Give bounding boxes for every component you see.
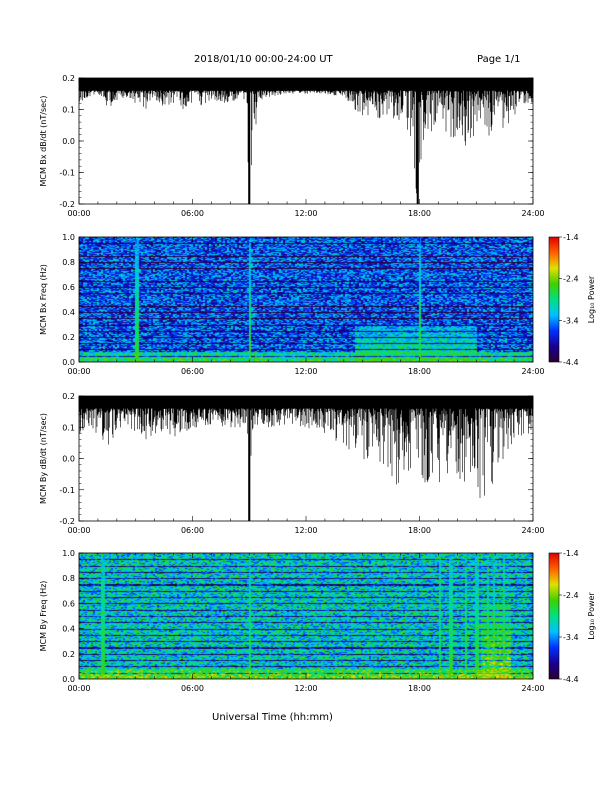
panel-1: 00:00 06:00 12:00 18:00 24:00 0.2 0.1 0.0 -0.1 -0… (39, 74, 545, 218)
x-tick-label: 00:00 (67, 684, 90, 693)
x-tick-label: 00:00 (67, 209, 90, 218)
y-tick-label: 0.2 (62, 650, 75, 659)
y-tick-label: 0.2 (62, 333, 75, 342)
colorbar (548, 236, 560, 363)
y-tick-label: 0.0 (62, 137, 75, 146)
colorbar-tick-label: -1.4 (563, 233, 579, 242)
x-tick-label: 00:00 (67, 526, 90, 535)
colorbar-tick-label: -4.4 (563, 675, 579, 684)
colorbar-tick-label: -3.4 (563, 633, 579, 642)
y-tick-label: 0.1 (62, 423, 75, 432)
y-axis-label: MCM Bx dB/dt (nT/sec) (39, 95, 48, 186)
x-tick-label: 06:00 (181, 684, 204, 693)
y-axis-label: MCM Bx Freq (Hz) (39, 264, 48, 335)
y-tick-label: 0.8 (62, 574, 75, 583)
y-tick-label: 1.0 (62, 549, 75, 558)
y-tick-label: 0.1 (62, 106, 75, 115)
x-tick-label: 06:00 (181, 526, 204, 535)
y-tick-label: 0.6 (62, 283, 75, 292)
colorbar-tick-label: -2.4 (563, 275, 579, 284)
spectrogram-image (79, 553, 533, 679)
y-tick-label: 0.8 (62, 258, 75, 267)
colorbar-tick-label: -3.4 (563, 316, 579, 325)
y-tick-label: 0.0 (62, 675, 75, 684)
x-tick-label: 12:00 (294, 684, 317, 693)
y-tick-label: 0.0 (62, 455, 75, 464)
colorbar-tick-label: -4.4 (563, 358, 579, 367)
y-tick-label: 0.0 (62, 358, 75, 367)
colorbar-label: Log₁₀ Power (587, 592, 596, 640)
y-tick-label: 1.0 (62, 233, 75, 242)
x-tick-label: 18:00 (408, 367, 431, 376)
x-tick-label: 24:00 (521, 209, 544, 218)
colorbar (548, 552, 560, 680)
x-tick-label: 12:00 (294, 367, 317, 376)
x-tick-label: 06:00 (181, 367, 204, 376)
x-tick-label: 24:00 (521, 526, 544, 535)
panel-4: -1.4 -2.4 -3.4 -4.4 Log₁₀ Power 00:00 06:00 12:… (39, 549, 596, 693)
x-tick-label: 00:00 (67, 367, 90, 376)
x-tick-label: 18:00 (408, 526, 431, 535)
trace-line (78, 396, 534, 521)
y-tick-label: -0.2 (59, 200, 75, 209)
y-tick-label: 0.2 (62, 74, 75, 83)
x-tick-label: 06:00 (181, 209, 204, 218)
y-tick-label: -0.1 (59, 169, 75, 178)
panel-3: 00:00 06:00 12:00 18:00 24:00 0.2 0.1 0.0 -0.1 -0… (39, 392, 545, 535)
x-tick-label: 24:00 (521, 684, 544, 693)
panel-2: -1.4 -2.4 -3.4 -4.4 Log₁₀ Power 00:00 06:00 12:… (39, 233, 596, 376)
page-title: 2018/01/10 00:00-24:00 UT (194, 54, 333, 65)
x-tick-label: 24:00 (521, 367, 544, 376)
x-tick-label: 18:00 (408, 209, 431, 218)
y-tick-label: 0.4 (62, 625, 75, 634)
trace-line (78, 78, 534, 204)
y-axis-label: MCM By Freq (Hz) (39, 581, 48, 652)
colorbar-tick-label: -2.4 (563, 591, 579, 600)
y-tick-label: 0.4 (62, 308, 75, 317)
x-tick-label: 12:00 (294, 209, 317, 218)
y-tick-label: 0.6 (62, 599, 75, 608)
y-axis-label: MCM By dB/dt (nT/sec) (39, 413, 48, 504)
colorbar-label: Log₁₀ Power (587, 275, 596, 323)
y-tick-label: 0.2 (62, 392, 75, 401)
x-tick-label: 12:00 (294, 526, 317, 535)
y-tick-label: -0.2 (59, 517, 75, 526)
colorbar-tick-label: -1.4 (563, 549, 579, 558)
x-tick-label: 18:00 (408, 684, 431, 693)
page-number: Page 1/1 (477, 54, 521, 65)
spectrogram-image (79, 237, 533, 362)
y-tick-label: -0.1 (59, 486, 75, 495)
x-axis-title: Universal Time (hh:mm) (212, 712, 333, 723)
